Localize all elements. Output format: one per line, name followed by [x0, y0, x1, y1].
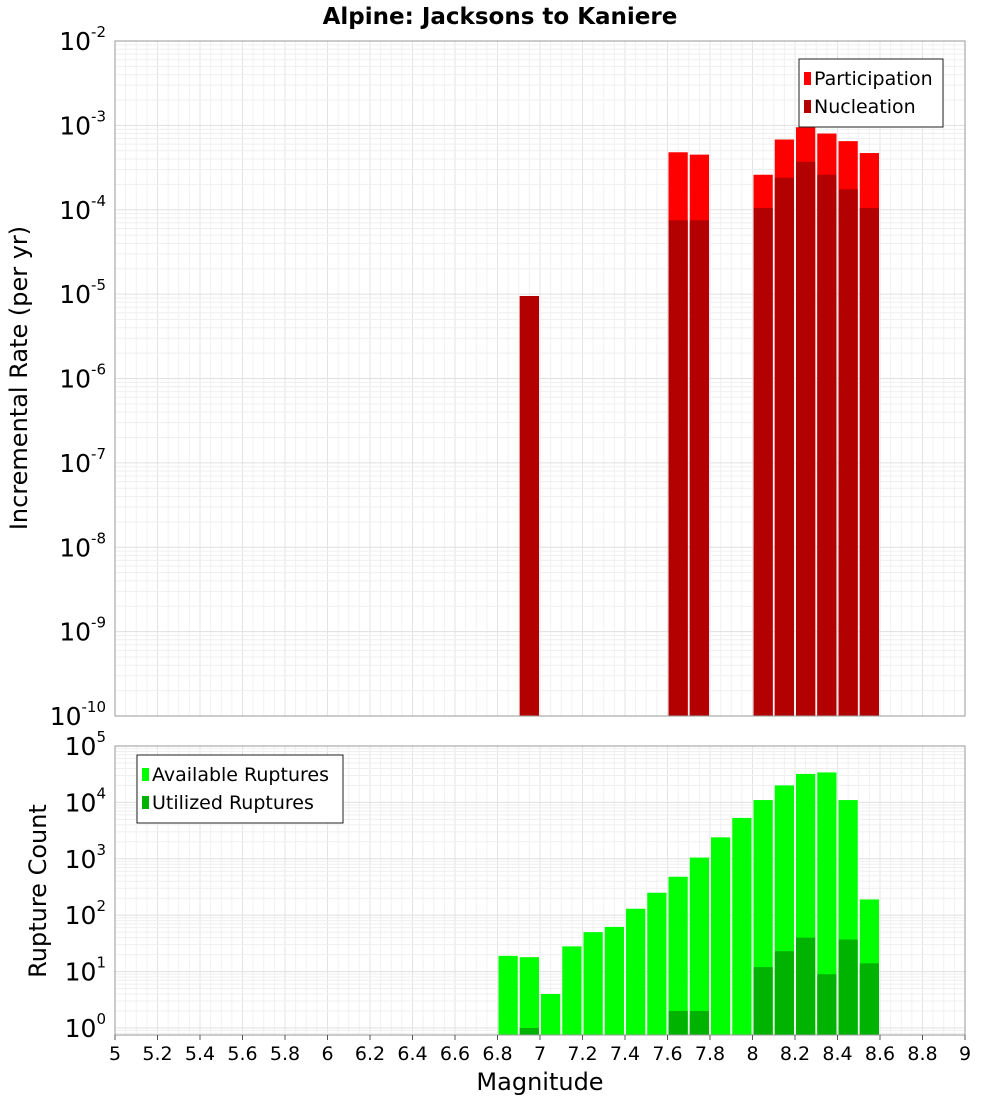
top-y-tick-label: 10-4	[59, 192, 106, 225]
bottom-legend-swatch	[142, 768, 149, 781]
top-bar-nucleation	[774, 177, 794, 716]
bottom-bar-available-ruptures	[732, 817, 752, 1035]
x-tick-label: 8	[746, 1043, 758, 1065]
bottom-bar-available-ruptures	[583, 932, 603, 1035]
x-axis-title: Magnitude	[476, 1068, 603, 1096]
x-tick-label: 8.2	[780, 1043, 810, 1065]
x-tick-label: 8.4	[822, 1043, 852, 1065]
x-tick-label: 7	[534, 1043, 546, 1065]
top-y-tick-label: 10-3	[59, 107, 106, 140]
top-bar-nucleation	[838, 189, 858, 717]
top-y-tick-label: 10-9	[59, 614, 106, 647]
x-tick-label: 6.6	[440, 1043, 470, 1065]
x-tick-label: 6.2	[355, 1043, 385, 1065]
top-y-tick-label: 10-6	[59, 361, 106, 394]
bottom-legend-swatch	[142, 796, 149, 809]
x-tick-label: 8.6	[865, 1043, 895, 1065]
x-tick-label: 8.8	[907, 1043, 937, 1065]
chart-title: Alpine: Jacksons to Kaniere	[323, 4, 678, 30]
x-tick-label: 5.2	[142, 1043, 172, 1065]
bottom-bar-utilized-ruptures	[796, 937, 816, 1035]
bottom-bar-utilized-ruptures	[753, 967, 773, 1035]
bottom-y-tick-label: 100	[65, 1010, 106, 1043]
bottom-y-tick-label: 102	[65, 897, 106, 930]
top-plot-frame	[114, 40, 966, 717]
legend-layer: Participation Nucleation Available Rupture…	[136, 58, 944, 824]
bottom-bar-available-ruptures	[817, 772, 837, 1035]
x-tick-label: 6.8	[482, 1043, 512, 1065]
bars-layer	[498, 127, 879, 1035]
top-bar-nucleation	[796, 161, 816, 716]
bottom-y-tick-label: 104	[65, 784, 106, 817]
x-tick-label: 5	[109, 1043, 121, 1065]
x-tick-label: 7.2	[567, 1043, 597, 1065]
x-tick-label: 7.8	[695, 1043, 725, 1065]
bottom-bar-available-ruptures	[604, 926, 624, 1035]
top-y-tick-label: 10-5	[59, 276, 106, 309]
x-tick-label: 7.6	[652, 1043, 682, 1065]
bottom-bar-available-ruptures	[689, 857, 709, 1035]
top-legend-swatch	[804, 72, 811, 85]
bottom-bar-utilized-ruptures	[817, 974, 837, 1035]
bottom-bar-utilized-ruptures	[859, 963, 879, 1035]
top-y-tick-label: 10-10	[50, 698, 106, 731]
x-tick-label: 5.4	[185, 1043, 215, 1065]
bottom-bar-available-ruptures	[711, 837, 731, 1035]
x-tick-label: 7.4	[610, 1043, 640, 1065]
bottom-bar-available-ruptures	[668, 876, 688, 1035]
bottom-bar-available-ruptures	[498, 955, 518, 1035]
bottom-y-tick-label: 103	[65, 841, 106, 874]
ticks-layer: 10-10 10-9 10-8 10-7 10-6 10-5 10-4 10-3 10-2 100…	[50, 23, 971, 1065]
bottom-bar-utilized-ruptures	[838, 939, 858, 1035]
bottom-legend-box	[136, 754, 344, 824]
bottom-bar-utilized-ruptures	[774, 951, 794, 1035]
top-y-tick-label: 10-2	[59, 23, 106, 56]
grid-layer	[114, 40, 966, 1035]
x-tick-label: 5.8	[270, 1043, 300, 1065]
bottom-legend-label: Available Ruptures	[152, 764, 329, 786]
top-bar-nucleation	[519, 296, 539, 716]
top-y-tick-label: 10-8	[59, 529, 106, 562]
bottom-y-tick-label: 101	[65, 954, 106, 987]
bottom-bar-available-ruptures	[519, 957, 539, 1035]
bottom-bar-available-ruptures	[541, 994, 561, 1035]
top-bar-nucleation	[668, 220, 688, 717]
bottom-y-tick-label: 105	[65, 728, 106, 761]
top-bar-nucleation	[753, 207, 773, 716]
bottom-bar-available-ruptures	[562, 946, 582, 1035]
top-legend-box	[798, 58, 944, 128]
x-tick-label: 6	[321, 1043, 333, 1065]
top-bar-nucleation	[689, 220, 709, 717]
top-legend-swatch	[804, 100, 811, 113]
bottom-legend-label: Utilized Ruptures	[152, 792, 314, 814]
top-bar-nucleation	[859, 207, 879, 716]
top-y-axis-title: Incremental Rate (per yr)	[5, 226, 33, 530]
bottom-bar-utilized-ruptures	[689, 1010, 709, 1035]
x-tick-label: 6.4	[397, 1043, 427, 1065]
top-legend-label: Participation	[814, 68, 933, 90]
bottom-y-axis-title: Rupture Count	[24, 804, 52, 978]
bottom-bar-utilized-ruptures	[668, 1010, 688, 1035]
x-tick-label: 5.6	[227, 1043, 257, 1065]
bottom-bar-utilized-ruptures	[519, 1027, 539, 1035]
top-y-tick-label: 10-7	[59, 445, 106, 478]
bottom-bar-available-ruptures	[626, 908, 646, 1035]
top-bar-nucleation	[817, 174, 837, 716]
x-tick-label: 9	[959, 1043, 971, 1065]
bottom-bar-available-ruptures	[647, 892, 667, 1035]
top-legend-label: Nucleation	[814, 96, 916, 118]
